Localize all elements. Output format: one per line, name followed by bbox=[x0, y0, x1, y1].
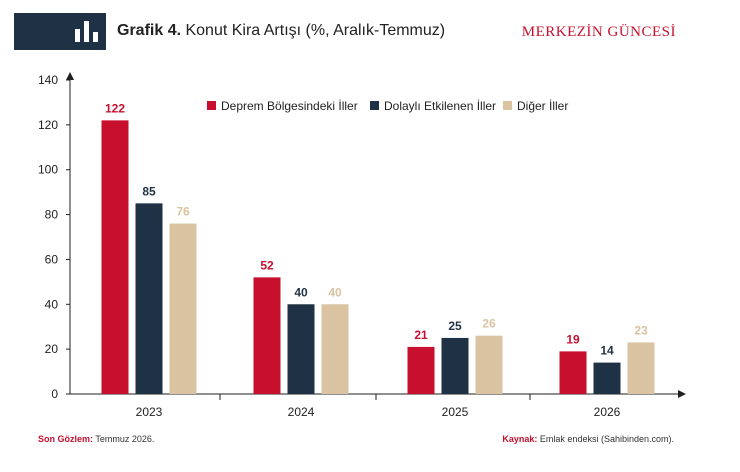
data-label: 122 bbox=[105, 101, 125, 115]
y-tick-label: 0 bbox=[51, 387, 58, 401]
legend-swatch bbox=[207, 101, 216, 110]
data-label: 19 bbox=[566, 332, 580, 346]
bar bbox=[101, 120, 129, 394]
chart-header: Grafik 4. Konut Kira Artışı (%, Aralık-T… bbox=[0, 0, 740, 60]
y-tick-label: 120 bbox=[38, 118, 58, 132]
source-note: Kaynak: Emlak endeksi (Sahibinden.com). bbox=[502, 434, 674, 444]
bar bbox=[169, 223, 197, 394]
legend-label: Dolaylı Etkilenen İller bbox=[384, 99, 496, 113]
bar bbox=[441, 337, 469, 394]
bar bbox=[559, 351, 587, 394]
y-tick-label: 20 bbox=[45, 342, 59, 356]
data-label: 23 bbox=[634, 323, 648, 337]
data-label: 25 bbox=[448, 319, 462, 333]
x-tick-label: 2024 bbox=[288, 405, 315, 419]
y-tick-label: 100 bbox=[38, 163, 58, 177]
bar bbox=[321, 304, 349, 394]
y-tick-label: 80 bbox=[45, 208, 59, 222]
chart-title: Grafik 4. Konut Kira Artışı (%, Aralık-T… bbox=[117, 22, 445, 40]
x-tick-label: 2026 bbox=[594, 405, 621, 419]
y-tick-label: 60 bbox=[45, 252, 59, 266]
y-tick-label: 40 bbox=[45, 297, 59, 311]
legend-swatch bbox=[370, 101, 379, 110]
bar-chart-icon bbox=[75, 21, 98, 42]
data-label: 85 bbox=[142, 184, 156, 198]
bar bbox=[407, 346, 435, 394]
data-label: 26 bbox=[482, 317, 496, 331]
bar bbox=[135, 203, 163, 394]
data-label: 21 bbox=[414, 328, 428, 342]
chart-title-number: Grafik 4. bbox=[117, 22, 182, 39]
legend-label: Diğer İller bbox=[517, 99, 568, 113]
last-observation-note: Son Gözlem: Temmuz 2026. bbox=[38, 434, 154, 444]
source-value: Emlak endeksi (Sahibinden.com). bbox=[539, 434, 674, 444]
x-tick-label: 2023 bbox=[136, 405, 163, 419]
legend-label: Deprem Bölgesindeki İller bbox=[221, 99, 358, 113]
data-label: 40 bbox=[328, 285, 342, 299]
bar bbox=[253, 277, 281, 394]
bar bbox=[627, 342, 655, 394]
brand-wordmark: MERKEZİN GÜNCESİ bbox=[521, 24, 676, 40]
data-label: 52 bbox=[260, 258, 274, 272]
logo-badge bbox=[14, 13, 106, 50]
bar bbox=[593, 362, 621, 394]
bar bbox=[287, 304, 315, 394]
y-tick-label: 140 bbox=[38, 73, 58, 87]
x-tick-label: 2025 bbox=[442, 405, 469, 419]
data-label: 40 bbox=[294, 285, 308, 299]
data-label: 14 bbox=[600, 344, 614, 358]
data-label: 76 bbox=[176, 205, 190, 219]
legend-swatch bbox=[503, 101, 512, 110]
bar bbox=[475, 335, 503, 394]
y-axis-arrow bbox=[66, 72, 74, 80]
x-axis-arrow bbox=[678, 390, 686, 398]
last-observation-label: Son Gözlem: bbox=[38, 434, 94, 444]
source-label: Kaynak: bbox=[502, 434, 538, 444]
chart-title-text: Konut Kira Artışı (%, Aralık-Temmuz) bbox=[185, 22, 446, 39]
last-observation-value: Temmuz 2026. bbox=[95, 434, 155, 444]
